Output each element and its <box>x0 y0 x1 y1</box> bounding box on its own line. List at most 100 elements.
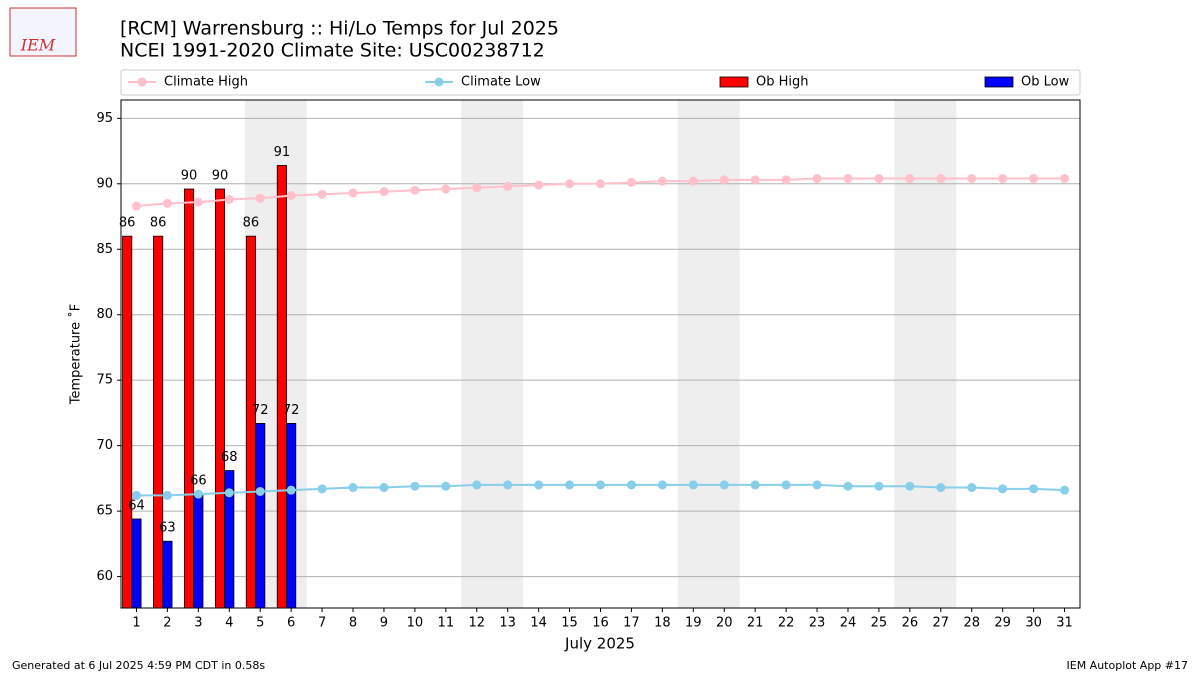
point <box>224 195 234 205</box>
point <box>1060 174 1070 184</box>
weekend-shade <box>677 100 740 608</box>
point <box>193 489 203 499</box>
data-label: 72 <box>283 403 300 418</box>
point <box>936 483 946 493</box>
bar <box>214 188 226 609</box>
x-tick-label: 8 <box>349 616 357 631</box>
legend-label: Climate High <box>164 75 248 90</box>
legend-label: Ob Low <box>1021 75 1070 90</box>
point <box>193 197 203 207</box>
point <box>596 179 605 189</box>
x-tick-label: 6 <box>287 616 295 631</box>
y-tick-label: 85 <box>96 242 113 257</box>
point <box>750 175 760 185</box>
data-label: 91 <box>274 145 291 160</box>
x-tick-label: 4 <box>225 616 233 631</box>
point <box>255 193 265 203</box>
x-tick-label: 9 <box>380 616 388 631</box>
bar <box>131 518 142 609</box>
point <box>1029 174 1039 184</box>
data-label: 66 <box>190 474 207 489</box>
point <box>255 486 265 496</box>
point <box>781 480 791 490</box>
point <box>472 183 482 193</box>
point <box>874 481 884 491</box>
point <box>410 481 420 491</box>
x-tick-label: 3 <box>194 616 202 631</box>
legend-box <box>120 69 1081 96</box>
y-tick-label: 70 <box>96 438 113 453</box>
point <box>657 176 667 186</box>
point <box>379 187 389 197</box>
legend-marker <box>434 77 444 87</box>
point <box>162 198 172 208</box>
x-tick-label: 21 <box>747 616 764 631</box>
point <box>719 175 729 185</box>
point <box>379 483 389 493</box>
x-tick-label: 19 <box>685 616 702 631</box>
x-tick-label: 10 <box>407 616 424 631</box>
legend-label: Ob High <box>756 75 809 90</box>
bar <box>245 235 256 609</box>
bar <box>193 493 204 609</box>
point <box>998 484 1008 494</box>
data-label: 86 <box>119 216 136 231</box>
point <box>503 480 513 490</box>
x-tick-label: 16 <box>592 616 609 631</box>
point <box>441 481 451 491</box>
x-tick-label: 5 <box>256 616 264 631</box>
point <box>812 174 822 184</box>
point <box>131 490 141 500</box>
logo-box <box>9 7 77 57</box>
legend-swatch <box>719 76 749 88</box>
point <box>286 191 296 201</box>
point <box>936 174 946 184</box>
x-tick-label: 26 <box>902 616 919 631</box>
point <box>503 181 513 191</box>
y-tick-label: 60 <box>96 569 113 584</box>
bar <box>286 422 297 609</box>
point <box>688 480 698 490</box>
point <box>534 480 544 490</box>
point <box>596 480 605 490</box>
x-tick-label: 12 <box>468 616 485 631</box>
x-tick-label: 27 <box>933 616 950 631</box>
footer-left: Generated at 6 Jul 2025 4:59 PM CDT in 0… <box>12 659 265 672</box>
point <box>812 480 822 490</box>
x-tick-label: 31 <box>1056 616 1073 631</box>
x-tick-label: 1 <box>132 616 140 631</box>
point <box>657 480 667 490</box>
point <box>317 189 327 199</box>
point <box>781 175 791 185</box>
point <box>998 174 1008 184</box>
plot-frame <box>120 99 1081 609</box>
x-tick-label: 28 <box>963 616 980 631</box>
point <box>410 185 420 195</box>
legend-swatch <box>984 76 1014 88</box>
x-tick-label: 17 <box>623 616 640 631</box>
point <box>843 174 853 184</box>
chart-subtitle: NCEI 1991-2020 Climate Site: USC00238712 <box>120 40 545 62</box>
point <box>534 180 544 190</box>
x-tick-label: 7 <box>318 616 326 631</box>
legend-marker <box>137 77 147 87</box>
point <box>286 485 296 495</box>
x-tick-label: 23 <box>809 616 826 631</box>
data-label: 86 <box>150 216 167 231</box>
point <box>348 483 358 493</box>
bar <box>153 235 164 609</box>
bar <box>184 188 195 609</box>
x-axis-label: July 2025 <box>564 635 635 653</box>
x-tick-label: 20 <box>716 616 733 631</box>
point <box>348 188 358 198</box>
bar <box>276 165 287 609</box>
x-tick-label: 13 <box>499 616 516 631</box>
point <box>905 174 915 184</box>
chart-title: [RCM] Warrensburg :: Hi/Lo Temps for Jul… <box>120 18 559 40</box>
x-tick-label: 25 <box>871 616 888 631</box>
point <box>317 484 327 494</box>
data-label: 64 <box>128 498 145 513</box>
y-tick-label: 95 <box>96 111 113 126</box>
point <box>626 177 636 187</box>
